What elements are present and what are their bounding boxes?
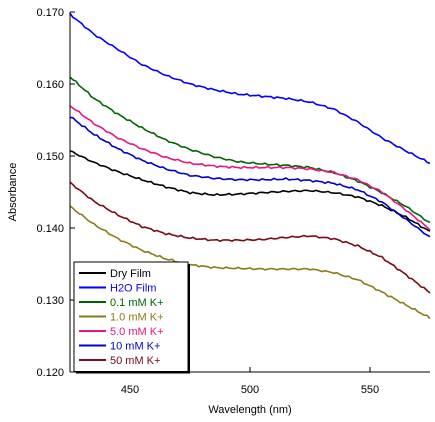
series-line: [69, 150, 431, 232]
series-line: [69, 76, 431, 224]
legend-label: 50 mM K+: [110, 355, 160, 367]
plot-lines: [69, 12, 431, 320]
legend: Dry Film H2O Film 0.1 mM K+ 1.0 mM K+ 5.0 mM…: [73, 261, 190, 374]
y-tick-label: 0.140: [36, 223, 64, 235]
series-line: [69, 12, 431, 165]
y-ticks: 0.120 0.130 0.140 0.150 0.160 0.170: [36, 7, 75, 379]
legend-label: 0.1 mM K+: [110, 297, 164, 309]
legend-label: 5.0 mM K+: [110, 326, 164, 338]
legend-label: 1.0 mM K+: [110, 312, 164, 324]
x-ticks: 450 500 550: [121, 367, 379, 396]
legend-label: Dry Film: [110, 268, 151, 280]
y-tick-label: 0.120: [36, 367, 64, 379]
y-axis-title: Absorbance: [7, 163, 19, 222]
x-tick-label: 450: [121, 384, 139, 396]
x-tick-label: 550: [361, 384, 379, 396]
x-axis-title: Wavelength (nm): [208, 404, 291, 416]
y-tick-label: 0.170: [36, 7, 64, 19]
legend-label: H2O Film: [110, 283, 156, 295]
series-line: [69, 181, 431, 294]
y-tick-label: 0.160: [36, 79, 64, 91]
x-tick-label: 500: [241, 384, 259, 396]
series-line: [69, 116, 431, 238]
series-line: [69, 105, 431, 231]
y-tick-label: 0.130: [36, 295, 64, 307]
legend-label: 10 mM K+: [110, 341, 160, 353]
series-line: [69, 205, 431, 320]
y-tick-label: 0.150: [36, 151, 64, 163]
